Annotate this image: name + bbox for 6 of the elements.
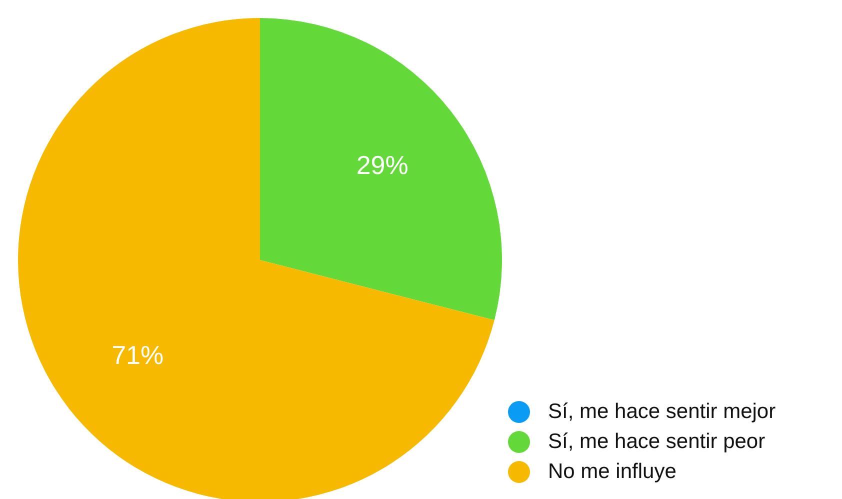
legend-label: Sí, me hace sentir mejor xyxy=(548,400,776,424)
legend-label: No me influye xyxy=(548,460,676,484)
legend-label: Sí, me hace sentir peor xyxy=(548,430,766,454)
pie-slice xyxy=(260,18,502,320)
data-label: 71% xyxy=(112,340,164,370)
data-label: 29% xyxy=(356,150,408,180)
